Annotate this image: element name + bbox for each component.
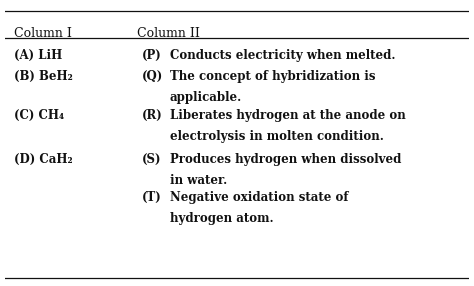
Text: Produces hydrogen when dissolved: Produces hydrogen when dissolved [170, 153, 401, 166]
Text: in water.: in water. [170, 174, 227, 187]
Text: electrolysis in molten condition.: electrolysis in molten condition. [170, 130, 383, 143]
Text: The concept of hybridization is: The concept of hybridization is [170, 70, 375, 83]
Text: (C) CH₄: (C) CH₄ [14, 109, 64, 122]
Text: (P): (P) [142, 49, 162, 62]
Text: (S): (S) [142, 153, 161, 166]
Text: (D) CaH₂: (D) CaH₂ [14, 153, 73, 166]
Text: (R): (R) [142, 109, 163, 122]
Text: (T): (T) [142, 191, 162, 204]
Text: applicable.: applicable. [170, 91, 242, 104]
Text: (Q): (Q) [142, 70, 163, 83]
Text: Negative oxidation state of: Negative oxidation state of [170, 191, 348, 204]
Text: Conducts electricity when melted.: Conducts electricity when melted. [170, 49, 395, 62]
Text: Column II: Column II [137, 27, 200, 40]
Text: (B) BeH₂: (B) BeH₂ [14, 70, 73, 83]
Text: Column I: Column I [14, 27, 72, 40]
Text: (A) LiH: (A) LiH [14, 49, 62, 62]
Text: hydrogen atom.: hydrogen atom. [170, 212, 273, 225]
Text: Liberates hydrogen at the anode on: Liberates hydrogen at the anode on [170, 109, 405, 122]
